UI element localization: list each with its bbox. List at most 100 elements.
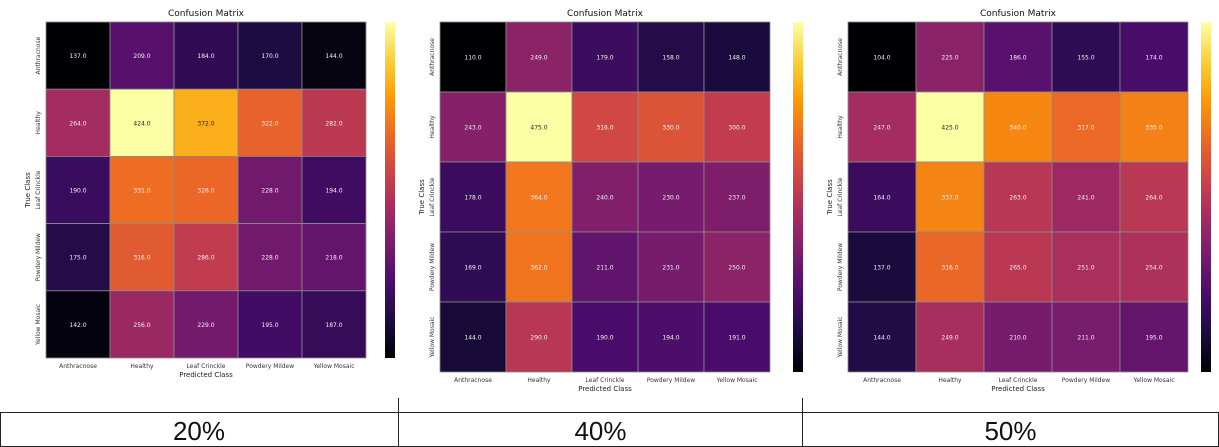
heatmap-cell xyxy=(847,161,917,233)
y-axis-label: True Class xyxy=(826,179,834,216)
confusion-matrix-50: Confusion Matrix 104.0 225.0 186.0 155.0 174.… xyxy=(826,9,1211,393)
caption-divider-top xyxy=(0,412,1219,413)
x-tick-label: Healthy xyxy=(130,363,154,370)
cell-value-label: 187.0 xyxy=(325,322,342,329)
chart-title: Confusion Matrix xyxy=(168,9,245,19)
heatmap-cell xyxy=(703,91,771,163)
heatmap-cell xyxy=(915,301,985,373)
heatmap-cell xyxy=(1051,21,1121,93)
cell-value-label: 256.0 xyxy=(133,322,150,329)
heatmap-cell xyxy=(847,91,917,163)
heatmap-cell xyxy=(173,290,239,359)
heatmap-cell xyxy=(505,301,573,373)
cell-value-label: 225.0 xyxy=(941,55,958,62)
x-axis-label: Predicted Class xyxy=(578,385,632,393)
cell-value-label: 317.0 xyxy=(1077,125,1094,132)
cell-value-label: 211.0 xyxy=(596,265,613,272)
heatmap-cell xyxy=(1051,91,1121,163)
heatmap-cell xyxy=(1051,301,1121,373)
heatmap-cell xyxy=(703,301,771,373)
colorbar xyxy=(1201,22,1211,372)
x-tick-label: Healthy xyxy=(527,377,551,384)
heatmap-cell xyxy=(1051,161,1121,233)
heatmap-cell xyxy=(1119,231,1189,303)
cell-value-label: 209.0 xyxy=(133,53,150,60)
x-tick-label: Anthracnose xyxy=(454,377,492,384)
panel-divider-2 xyxy=(802,398,803,447)
y-axis-label: True Class xyxy=(418,179,426,216)
cell-value-label: 228.0 xyxy=(261,255,278,262)
cell-value-label: 331.0 xyxy=(133,188,150,195)
cell-value-label: 169.0 xyxy=(464,265,481,272)
cell-value-label: 144.0 xyxy=(873,335,890,342)
heatmap-cell xyxy=(571,21,639,93)
heatmap-cell xyxy=(109,155,175,224)
heatmap-cell xyxy=(301,155,367,224)
x-tick-label: Powdery Mildew xyxy=(246,363,294,370)
cell-value-label: 230.0 xyxy=(662,195,679,202)
cell-value-label: 191.0 xyxy=(728,335,745,342)
heatmap-cell xyxy=(237,21,303,90)
cell-value-label: 174.0 xyxy=(1145,55,1162,62)
cell-value-label: 316.0 xyxy=(596,125,613,132)
colorbar xyxy=(385,22,395,358)
cell-value-label: 211.0 xyxy=(1077,335,1094,342)
cell-value-label: 364.0 xyxy=(530,195,547,202)
y-tick-label: Healthy xyxy=(35,111,42,135)
heatmap-cell xyxy=(301,223,367,292)
heatmap-cell xyxy=(173,223,239,292)
cell-value-label: 175.0 xyxy=(69,255,86,262)
cell-value-label: 144.0 xyxy=(325,53,342,60)
heatmap-cell xyxy=(1051,231,1121,303)
x-tick-label: Powdery Mildew xyxy=(1062,377,1110,384)
cell-value-label: 326.0 xyxy=(197,188,214,195)
heatmap-cell xyxy=(915,231,985,303)
cell-value-label: 475.0 xyxy=(530,125,547,132)
heatmap-cell xyxy=(301,88,367,157)
heatmap-cell xyxy=(847,21,917,93)
heatmap-cell xyxy=(237,155,303,224)
y-tick-label: Healthy xyxy=(429,115,436,139)
cell-value-label: 170.0 xyxy=(261,53,278,60)
cell-value-label: 251.0 xyxy=(1077,265,1094,272)
cell-value-label: 228.0 xyxy=(261,188,278,195)
heatmap-cell xyxy=(301,290,367,359)
confusion-matrix-40: Confusion Matrix 110.0 249.0 179.0 158.0 148.… xyxy=(418,9,803,393)
heatmap-cell xyxy=(109,223,175,292)
x-tick-label: Healthy xyxy=(938,377,962,384)
cell-value-label: 335.0 xyxy=(1145,125,1162,132)
caption-20: 20% xyxy=(172,416,226,446)
cell-value-label: 194.0 xyxy=(325,188,342,195)
confusion-matrix-20: Confusion Matrix 137.0 209.0 184.0 170.0 144.… xyxy=(24,9,395,379)
y-tick-label: Powdery Mildew xyxy=(35,233,42,281)
heatmap-cell xyxy=(571,231,639,303)
y-tick-label: Healthy xyxy=(837,115,844,139)
chart-title: Confusion Matrix xyxy=(567,9,644,19)
cell-value-label: 362.0 xyxy=(530,265,547,272)
cell-value-label: 337.0 xyxy=(941,195,958,202)
x-tick-label: Anthracnose xyxy=(863,377,901,384)
cell-value-label: 424.0 xyxy=(133,120,150,127)
cell-value-label: 249.0 xyxy=(530,55,547,62)
x-tick-label: Powdery Mildew xyxy=(647,377,695,384)
panel-divider-1 xyxy=(398,398,399,447)
cell-value-label: 158.0 xyxy=(662,55,679,62)
heatmap-cell xyxy=(571,161,639,233)
cell-value-label: 340.0 xyxy=(1009,125,1026,132)
heatmap-cell xyxy=(45,290,111,359)
heatmap-cell xyxy=(173,155,239,224)
cell-value-label: 243.0 xyxy=(464,125,481,132)
cell-value-label: 137.0 xyxy=(69,53,86,60)
cell-value-label: 148.0 xyxy=(728,55,745,62)
cell-value-label: 300.0 xyxy=(728,125,745,132)
y-tick-label: Leaf Crinckle xyxy=(429,177,436,216)
cell-value-label: 190.0 xyxy=(596,335,613,342)
y-tick-label: Yellow Mosaic xyxy=(837,317,844,359)
cell-value-label: 263.0 xyxy=(1009,195,1026,202)
cell-value-label: 186.0 xyxy=(1009,55,1026,62)
cell-value-label: 142.0 xyxy=(69,322,86,329)
y-axis-label: True Class xyxy=(24,172,32,209)
heatmap-cell xyxy=(45,21,111,90)
y-tick-label: Anthracnose xyxy=(837,38,844,76)
